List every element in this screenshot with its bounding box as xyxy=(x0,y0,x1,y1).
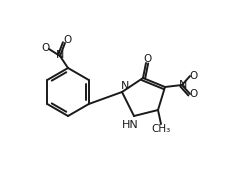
Text: O: O xyxy=(63,35,71,45)
Text: N: N xyxy=(56,50,64,60)
Text: N: N xyxy=(179,80,187,90)
Text: O: O xyxy=(190,71,198,81)
Text: N: N xyxy=(121,81,129,91)
Text: O: O xyxy=(190,89,198,99)
Text: HN: HN xyxy=(122,120,138,130)
Text: O: O xyxy=(143,54,151,64)
Text: CH₃: CH₃ xyxy=(151,124,171,134)
Text: O: O xyxy=(41,43,49,53)
